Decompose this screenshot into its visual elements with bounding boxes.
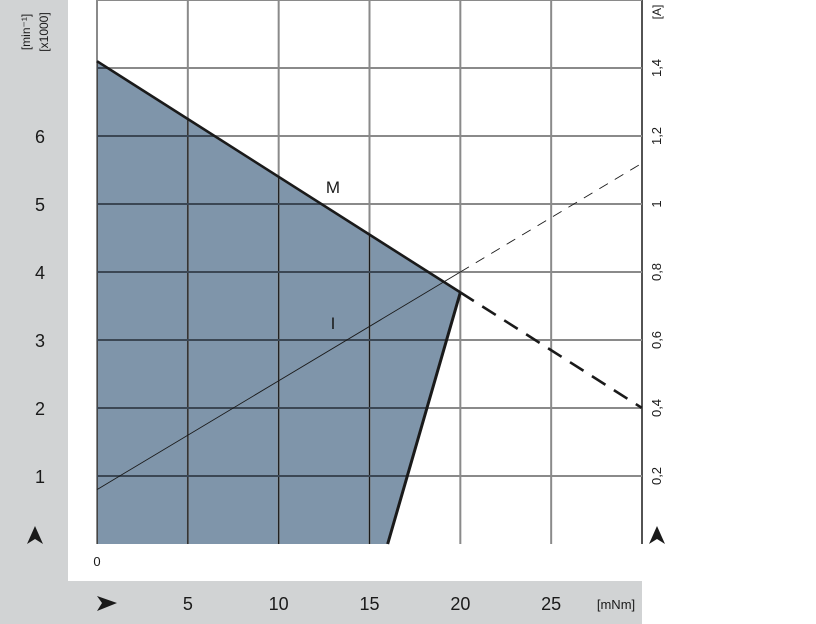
left-axis-panel	[0, 0, 68, 624]
x-tick-label: 5	[183, 594, 193, 614]
y-left-tick-label: 2	[35, 399, 45, 419]
y-right-tick: 1,4	[649, 59, 664, 77]
x-tick-label: 15	[359, 594, 379, 614]
x-arrow-icon	[97, 596, 117, 611]
y-right-tick: 0,8	[649, 263, 664, 281]
series-label-i: I	[331, 314, 336, 333]
y-right-tick: 1	[649, 200, 664, 207]
x-tick-label: 20	[450, 594, 470, 614]
series-M-solid	[96, 60, 462, 294]
y-left-label-unit: [min⁻¹]	[19, 14, 33, 50]
y-left-label-scale: [x1000]	[37, 12, 51, 51]
series-I-solid	[96, 271, 461, 490]
series-M-dashed	[459, 291, 643, 410]
y-right-tick-label: 0,6	[649, 331, 664, 349]
y-right-tick-label: 1,4	[649, 59, 664, 77]
y-left-tick-label: 4	[35, 263, 45, 283]
y-right-tick-label: 0,4	[649, 399, 664, 417]
y-right-tick: 1,2	[649, 127, 664, 145]
y-right-tick: 0,2	[649, 467, 664, 485]
y-right-tick: 0,6	[649, 331, 664, 349]
y-right-tick-label: 1	[649, 200, 664, 207]
y-right-tick: 0,4	[649, 399, 664, 417]
region-boundary	[386, 291, 462, 545]
y-right-label: [A]	[650, 5, 664, 20]
x-tick-label: 25	[541, 594, 561, 614]
y-right-arrow-icon	[649, 526, 665, 544]
x-axis-label: [mNm]	[597, 597, 635, 612]
series-label-m: M	[326, 178, 340, 197]
bottom-axis-panel	[68, 581, 642, 624]
y-left-tick-label: 3	[35, 331, 45, 351]
tick-labels: 0 5 10 15 20 25 1 2 3 4 5 6 0,2 0,4 0,6 0,8 1 1,2 1,4	[35, 59, 664, 614]
y-right-tick-label: 1,2	[649, 127, 664, 145]
y-right-tick-label: 0,8	[649, 263, 664, 281]
x-tick-label: 0	[93, 554, 100, 569]
y-left-tick-label: 6	[35, 127, 45, 147]
series-lines	[96, 60, 643, 545]
y-left-arrow-icon	[27, 526, 43, 544]
y-left-tick-label: 1	[35, 467, 45, 487]
x-tick-label: 10	[269, 594, 289, 614]
y-left-tick-label: 5	[35, 195, 45, 215]
y-right-tick-label: 0,2	[649, 467, 664, 485]
